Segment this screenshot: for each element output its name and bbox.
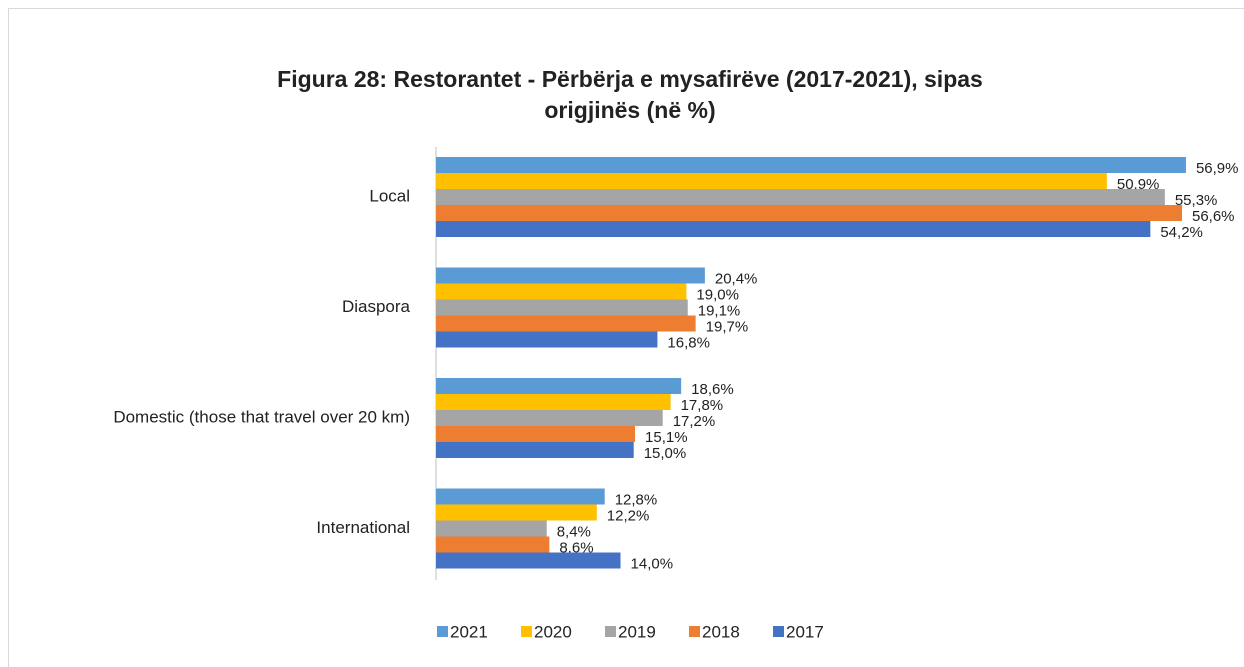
legend-label: 2020 xyxy=(534,622,572,641)
bar xyxy=(436,267,705,284)
data-label: 18,6% xyxy=(691,381,734,398)
data-label: 17,8% xyxy=(681,397,724,414)
data-label: 16,8% xyxy=(667,334,710,351)
data-label: 56,6% xyxy=(1192,208,1235,225)
data-label: 17,2% xyxy=(673,413,716,430)
bar xyxy=(436,394,671,410)
chart-border xyxy=(8,8,1244,667)
data-label: 14,0% xyxy=(631,555,674,572)
legend-swatch xyxy=(689,626,700,637)
legend-label: 2017 xyxy=(786,622,824,641)
data-label: 19,0% xyxy=(696,286,739,303)
data-label: 19,1% xyxy=(698,302,741,319)
chart-title: Figura 28: Restorantet - Përbërja e mysa… xyxy=(277,66,983,123)
category-label: Diaspora xyxy=(342,297,411,316)
bar xyxy=(436,442,634,458)
bar xyxy=(436,283,687,300)
bar xyxy=(436,205,1182,221)
data-label: 50,9% xyxy=(1117,176,1160,193)
category-label: Domestic (those that travel over 20 km) xyxy=(113,407,410,426)
data-label: 15,0% xyxy=(644,445,687,462)
data-label: 8,6% xyxy=(559,539,593,556)
bar xyxy=(436,378,682,394)
bar xyxy=(436,488,605,505)
data-label: 55,3% xyxy=(1175,192,1218,209)
legend-swatch xyxy=(437,626,448,637)
bar xyxy=(436,189,1165,205)
bar xyxy=(436,157,1186,173)
data-label: 20,4% xyxy=(715,270,758,287)
legend-label: 2019 xyxy=(618,622,656,641)
bar xyxy=(436,315,696,332)
data-label: 56,9% xyxy=(1196,160,1239,177)
legend-swatch xyxy=(605,626,616,637)
legend-swatch xyxy=(773,626,784,637)
bar xyxy=(436,331,658,348)
category-label: Local xyxy=(369,186,410,205)
data-label: 54,2% xyxy=(1160,224,1203,241)
bar xyxy=(436,504,597,521)
data-label: 12,2% xyxy=(607,507,650,524)
bar xyxy=(436,552,621,569)
bar xyxy=(436,536,550,553)
bar xyxy=(436,173,1107,189)
legend-swatch xyxy=(521,626,532,637)
legend-label: 2018 xyxy=(702,622,740,641)
bar xyxy=(436,520,547,537)
data-label: 8,4% xyxy=(557,523,591,540)
data-label: 19,7% xyxy=(706,318,749,335)
bar xyxy=(436,426,636,442)
data-label: 15,1% xyxy=(645,429,688,446)
category-label: International xyxy=(316,518,410,537)
bar xyxy=(436,299,688,316)
bar xyxy=(436,221,1151,237)
bar xyxy=(436,410,663,426)
legend-label: 2021 xyxy=(450,622,488,641)
data-label: 12,8% xyxy=(615,491,658,508)
